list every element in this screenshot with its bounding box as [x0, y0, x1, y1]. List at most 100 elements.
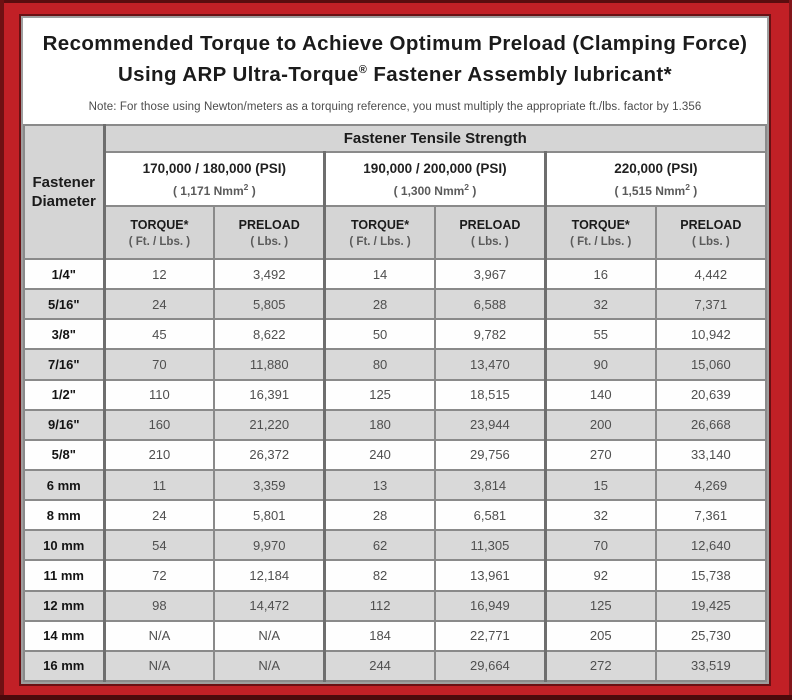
- nmm-sub-sup: 2: [685, 181, 690, 192]
- torque-cell: 50: [323, 318, 436, 351]
- psi-label-1: 170,000 / 180,000 (PSI): [142, 160, 286, 176]
- column-header-sub: ( Ft. / Lbs. ): [570, 235, 632, 248]
- torque-cell: 45: [102, 318, 216, 351]
- torque-cell: 125: [323, 378, 436, 411]
- diameter-cell: 9/16": [23, 408, 105, 441]
- preload-cell: 6,581: [433, 499, 547, 532]
- torque-cell: 28: [323, 499, 436, 532]
- torque-cell: 184: [323, 619, 436, 652]
- torque-cell: 15: [543, 468, 657, 502]
- preload-cell: 14,472: [213, 589, 326, 622]
- torque-cell: 125: [543, 589, 657, 622]
- column-header-label: TORQUE*: [351, 217, 410, 232]
- diameter-cell: 14 mm: [23, 619, 105, 652]
- preload-cell: 33,140: [654, 438, 768, 471]
- column-header-sub: ( Lbs. ): [250, 235, 289, 248]
- torque-cell: 14: [323, 257, 436, 291]
- torque-cell: 82: [323, 559, 436, 592]
- torque-cell: 272: [543, 649, 657, 683]
- column-header-sub: ( Ft. / Lbs. ): [128, 235, 191, 248]
- preload-cell: 3,814: [433, 468, 547, 502]
- torque-column-header: TORQUE* ( Ft. / Lbs. ): [323, 205, 436, 260]
- preload-cell: 23,944: [433, 408, 547, 441]
- torque-cell: 11: [102, 468, 216, 502]
- preload-cell: N/A: [213, 619, 326, 652]
- torque-cell: 210: [102, 438, 216, 471]
- content-panel: Recommended Torque to Achieve Optimum Pr…: [21, 16, 769, 684]
- preload-cell: 26,372: [213, 438, 326, 471]
- torque-cell: 160: [102, 408, 216, 441]
- torque-cell: 32: [543, 288, 657, 321]
- column-header-row: TORQUE* ( Ft. / Lbs. ) PRELOAD ( Lbs. ) TORQ…: [24, 205, 768, 260]
- table-row: 7/16" 70 11,880 80 13,470 90 15,060: [23, 348, 768, 381]
- preload-cell: 29,756: [433, 438, 547, 471]
- preload-cell: 4,442: [654, 257, 768, 291]
- table-row: 9/16" 160 21,220 180 23,944 200 26,668: [23, 408, 768, 441]
- column-header-label: PRELOAD: [459, 217, 521, 232]
- torque-cell: 24: [102, 288, 216, 321]
- torque-column-header: TORQUE* ( Ft. / Lbs. ): [102, 205, 216, 260]
- tensile-strength-header: Fastener Tensile Strength: [102, 124, 767, 153]
- diameter-cell: 5/8": [23, 438, 105, 471]
- preload-cell: 16,391: [213, 378, 326, 411]
- torque-cell: 72: [102, 559, 216, 592]
- preload-cell: 19,425: [654, 589, 768, 622]
- preload-cell: 6,588: [433, 288, 547, 321]
- preload-cell: 5,801: [213, 499, 326, 532]
- column-header-label: TORQUE*: [571, 217, 630, 232]
- table-row: 14 mm N/A N/A 184 22,771 205 25,730: [23, 619, 768, 652]
- torque-cell: 32: [543, 499, 657, 532]
- psi-group-header-2: 190,000 / 200,000 (PSI) ( 1,300 Nmm2 ): [323, 151, 547, 207]
- torque-cell: 140: [543, 378, 657, 411]
- table-row: 16 mm N/A N/A 244 29,664 272 33,519: [23, 649, 768, 683]
- nmm-sub-pre: ( 1,171 Nmm: [172, 183, 244, 198]
- torque-cell: 180: [323, 408, 436, 441]
- column-header-label: TORQUE*: [130, 217, 189, 232]
- preload-cell: 16,949: [433, 589, 547, 622]
- corner-header-line2: Diameter: [31, 193, 96, 210]
- title-line2-post: Fastener Assembly lubricant*: [367, 62, 673, 86]
- card-edge-top: [0, 0, 792, 3]
- preload-cell: 18,515: [433, 378, 547, 411]
- diameter-cell: 3/8": [23, 318, 105, 351]
- diameter-cell: 16 mm: [23, 649, 105, 683]
- preload-cell: 11,880: [213, 348, 326, 381]
- nmm-sub-label-1: ( 1,171 Nmm2 ): [107, 182, 323, 198]
- torque-cell: 12: [102, 257, 216, 291]
- corner-header-line1: Fastener: [32, 174, 96, 191]
- nmm-sub-post: ): [689, 183, 698, 198]
- table-row: 6 mm 11 3,359 13 3,814 15 4,269: [23, 468, 768, 502]
- nmm-sub-sup: 2: [464, 181, 470, 192]
- nmm-sub-label-3: ( 1,515 Nmm2 ): [548, 181, 764, 198]
- diameter-cell: 12 mm: [23, 589, 105, 622]
- preload-cell: 12,184: [213, 559, 326, 592]
- preload-cell: 13,470: [433, 348, 547, 381]
- table-row: 10 mm 54 9,970 62 11,305 70 12,640: [23, 529, 768, 562]
- diameter-cell: 8 mm: [23, 499, 105, 532]
- psi-group-header-3: 220,000 (PSI) ( 1,515 Nmm2 ): [543, 151, 767, 207]
- nmm-sub-pre: ( 1,300 Nmm: [393, 183, 465, 198]
- page-title-line2: Using ARP Ultra-Torque® Fastener Assembl…: [23, 57, 767, 88]
- torque-cell: 55: [543, 318, 657, 351]
- column-header-sub: ( Lbs. ): [691, 235, 730, 248]
- registered-trademark-symbol: ®: [358, 64, 368, 76]
- preload-cell: 33,519: [654, 649, 768, 683]
- diameter-cell: 11 mm: [23, 559, 105, 592]
- torque-cell: 24: [102, 499, 216, 532]
- torque-cell: 244: [323, 649, 436, 683]
- preload-cell: 3,967: [433, 257, 547, 291]
- torque-column-header: TORQUE* ( Ft. / Lbs. ): [543, 205, 657, 260]
- nmm-sub-post: ): [469, 183, 477, 198]
- preload-cell: 10,942: [654, 318, 768, 351]
- preload-cell: 3,492: [213, 257, 326, 291]
- psi-label-3: 220,000 (PSI): [614, 160, 698, 176]
- preload-column-header: PRELOAD ( Lbs. ): [213, 205, 326, 260]
- column-header-sub: ( Ft. / Lbs. ): [349, 235, 411, 248]
- preload-cell: 12,640: [654, 529, 768, 562]
- table-row: 5/16" 24 5,805 28 6,588 32 7,371: [23, 288, 768, 321]
- preload-cell: 13,961: [433, 559, 547, 592]
- nmm-sub-label-2: ( 1,300 Nmm2 ): [328, 181, 544, 198]
- preload-cell: 8,622: [213, 318, 326, 351]
- column-header-label: PRELOAD: [680, 217, 742, 232]
